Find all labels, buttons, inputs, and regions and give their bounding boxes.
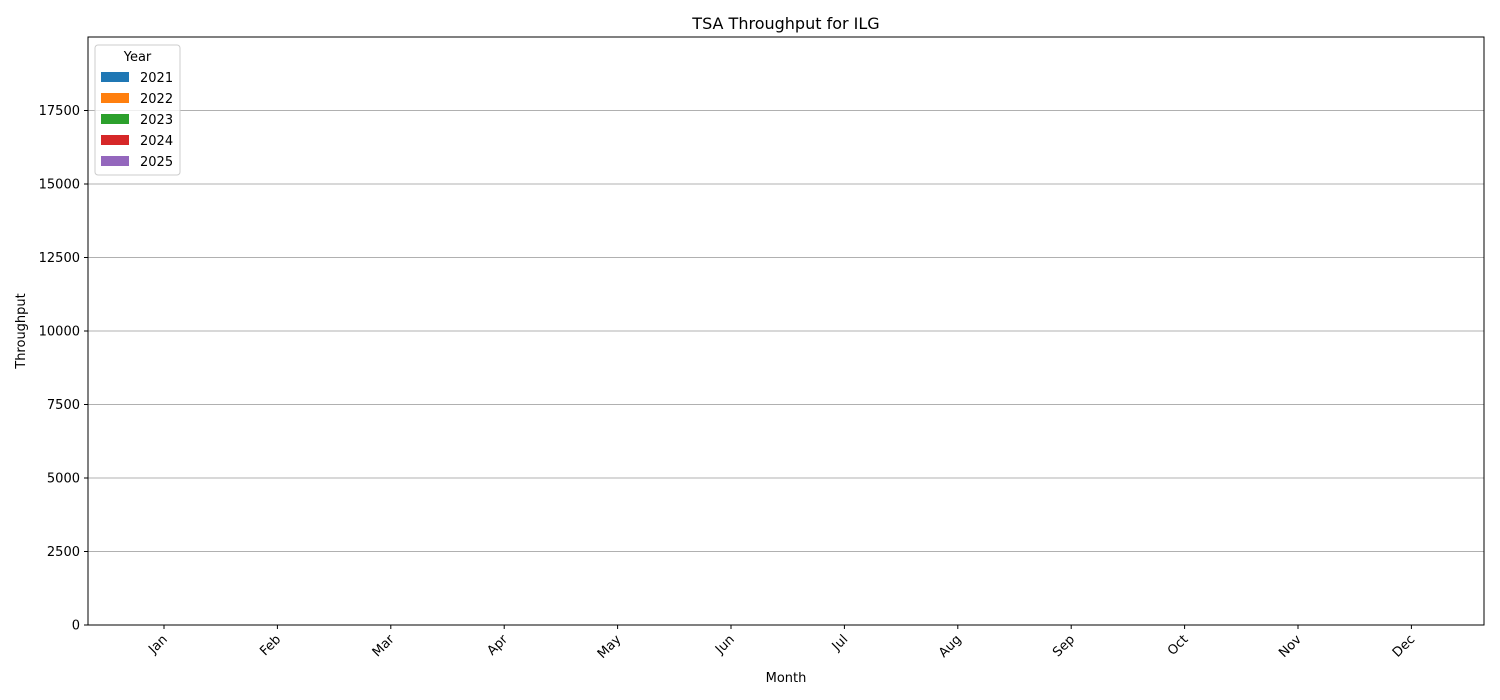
legend-label: 2025 (140, 155, 173, 170)
legend-label: 2022 (140, 92, 173, 107)
x-tick-label: Jun (712, 632, 738, 658)
legend-swatch (101, 135, 129, 145)
legend-title: Year (123, 50, 152, 65)
x-tick-label: Mar (370, 632, 398, 660)
legend-label: 2024 (140, 134, 173, 149)
y-axis-label: Throughput (14, 293, 29, 370)
x-tick-label: Jan (145, 632, 170, 657)
legend-items: 2021 2022 2023 2024 2025 (101, 71, 173, 170)
x-axis-ticks: Jan Feb Mar Apr May Jun Jul Aug Sep Oct Nov Dec (145, 625, 1418, 662)
y-tick-label: 17500 (39, 104, 80, 119)
legend-swatch (101, 114, 129, 124)
legend-swatch (101, 156, 129, 166)
y-tick-label: 5000 (47, 472, 80, 487)
y-tick-label: 7500 (47, 398, 80, 413)
legend-label: 2021 (140, 71, 173, 86)
x-tick-label: Oct (1165, 632, 1192, 659)
legend-swatch (101, 93, 129, 103)
y-tick-label: 12500 (39, 251, 80, 266)
legend-label: 2023 (140, 113, 173, 128)
x-tick-label: Apr (485, 632, 512, 659)
y-axis-ticks: 0 2500 5000 7500 10000 12500 15000 17500 (39, 104, 88, 634)
x-tick-label: Sep (1050, 632, 1078, 660)
legend-swatch (101, 72, 129, 82)
x-tick-label: May (595, 632, 625, 662)
x-tick-label: Feb (257, 632, 284, 659)
x-axis-label: Month (766, 671, 807, 686)
x-tick-label: Jul (829, 632, 851, 654)
grid-lines (88, 110, 1484, 626)
y-tick-label: 15000 (39, 178, 80, 193)
legend: Year 2021 2022 2023 2024 2025 (94, 44, 181, 176)
x-tick-label: Dec (1390, 632, 1418, 660)
chart-title: TSA Throughput for ILG (691, 14, 879, 33)
y-tick-label: 2500 (47, 545, 80, 560)
y-tick-label: 0 (72, 619, 80, 634)
x-tick-label: Aug (936, 632, 965, 661)
y-tick-label: 10000 (39, 325, 80, 340)
x-tick-label: Nov (1276, 632, 1305, 661)
